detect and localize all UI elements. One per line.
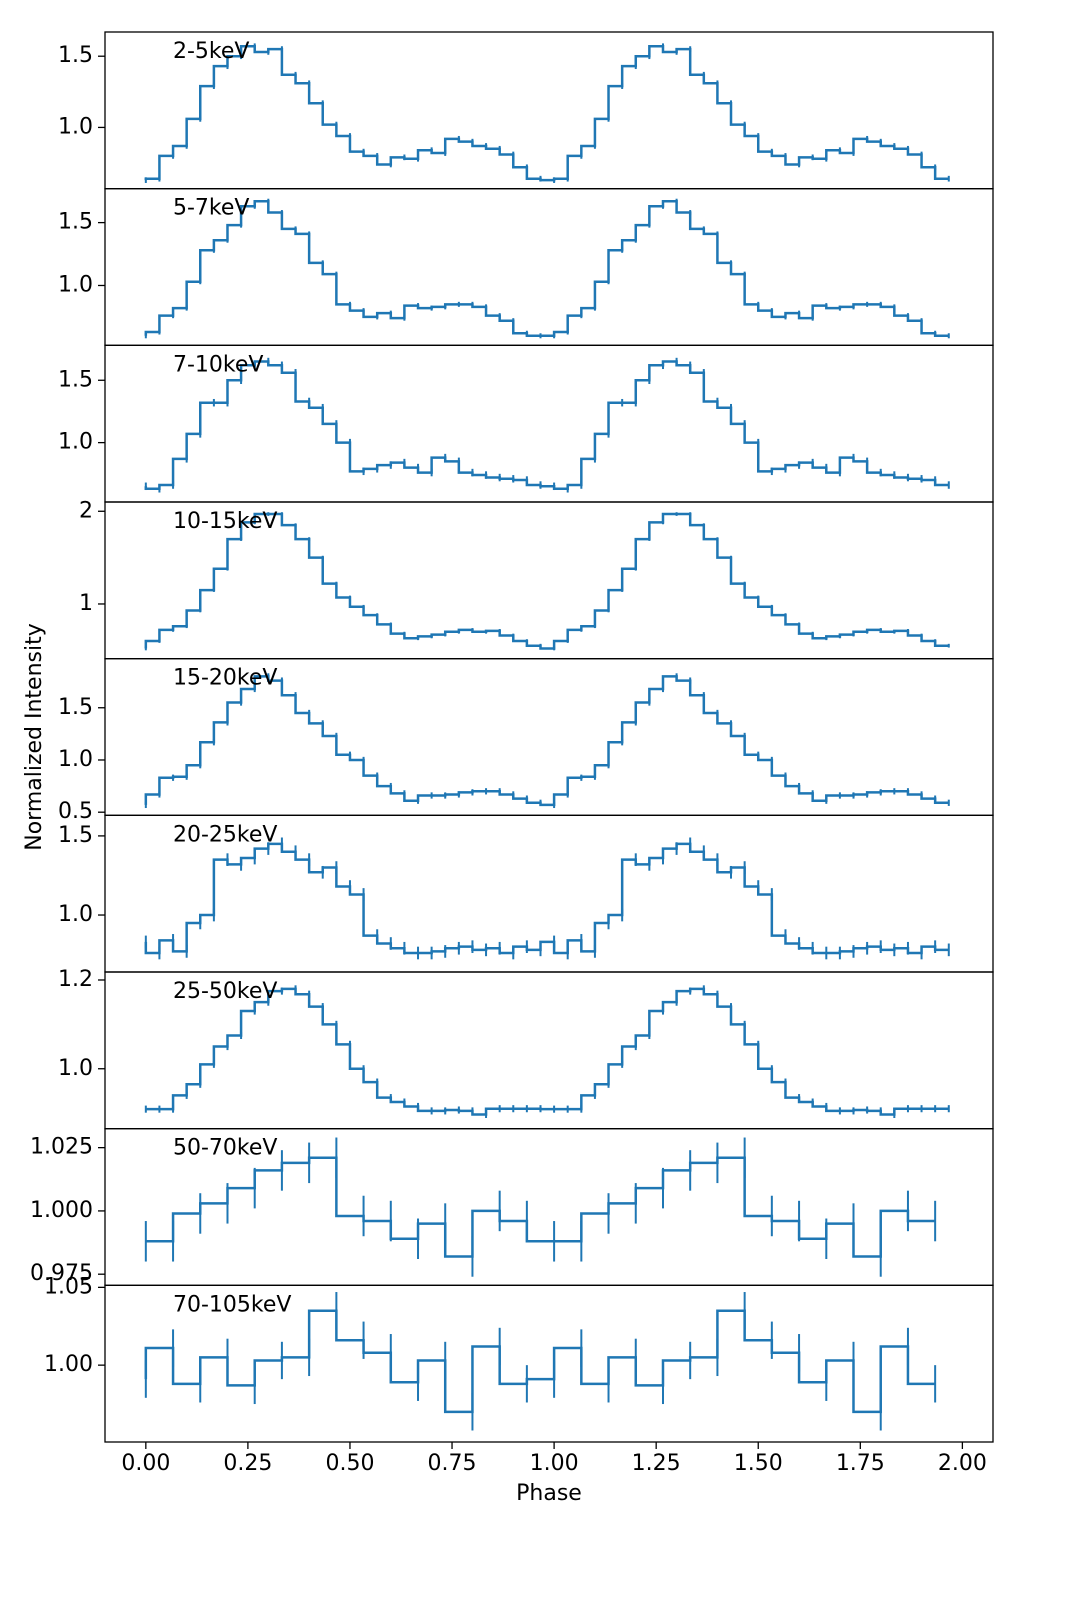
y-tick-label: 1 [79, 591, 93, 616]
y-tick-label: 1.5 [58, 367, 93, 392]
x-tick-label: 1.50 [734, 1451, 783, 1476]
panel-label: 7-10keV [173, 352, 263, 377]
x-tick-label: 1.75 [836, 1451, 885, 1476]
y-tick-label: 1.5 [58, 43, 93, 68]
y-tick-label: 2 [79, 498, 93, 523]
step-line [145, 1156, 936, 1258]
panel-label: 50-70keV [173, 1136, 277, 1161]
x-tick-label: 0.75 [428, 1451, 477, 1476]
y-tick-label: 1.5 [58, 210, 93, 235]
panel-label: 70-105keV [173, 1292, 291, 1317]
y-tick-label: 1.05 [44, 1274, 93, 1299]
y-tick-label: 1.5 [58, 823, 93, 848]
panel-label: 2-5keV [173, 39, 249, 64]
axes-frame [104, 1284, 994, 1443]
step-line [144, 44, 949, 182]
x-tick-label: 0.00 [121, 1451, 170, 1476]
panel-label: 20-25keV [173, 822, 277, 847]
y-tick-label: 1.00 [44, 1352, 93, 1377]
y-axis-label: Normalized Intensity [22, 623, 47, 851]
step-line [145, 987, 949, 1116]
x-tick-label: 1.00 [530, 1451, 579, 1476]
y-tick-label: 1.0 [58, 747, 93, 772]
y-tick-label: 0.5 [58, 799, 93, 824]
step-line [144, 512, 949, 650]
y-tick-label: 1.025 [30, 1135, 93, 1160]
y-tick-label: 1.5 [58, 695, 93, 720]
y-tick-label: 1.0 [58, 430, 93, 455]
x-tick-label: 0.50 [325, 1451, 374, 1476]
y-tick-label: 1.0 [58, 272, 93, 297]
x-tick-label: 1.25 [632, 1451, 681, 1476]
y-tick-label: 1.000 [30, 1198, 93, 1223]
y-tick-label: 1.0 [58, 1056, 93, 1081]
x-axis-label: Phase [516, 1481, 582, 1506]
step-line [144, 1309, 936, 1414]
y-tick-label: 1.2 [58, 967, 93, 992]
x-tick-label: 2.00 [938, 1451, 987, 1476]
y-tick-label: 1.0 [58, 114, 93, 139]
step-line [144, 199, 949, 338]
x-tick-label: 0.25 [223, 1451, 272, 1476]
panel-label: 15-20keV [173, 666, 277, 691]
step-line [144, 842, 949, 955]
step-line [144, 675, 949, 807]
panel-label: 5-7keV [173, 196, 249, 221]
y-tick-label: 0.975 [30, 1261, 93, 1286]
step-line [144, 360, 949, 491]
panel-label: 25-50keV [173, 979, 277, 1004]
panel-label: 10-15keV [173, 509, 277, 534]
y-tick-label: 1.0 [58, 902, 93, 927]
